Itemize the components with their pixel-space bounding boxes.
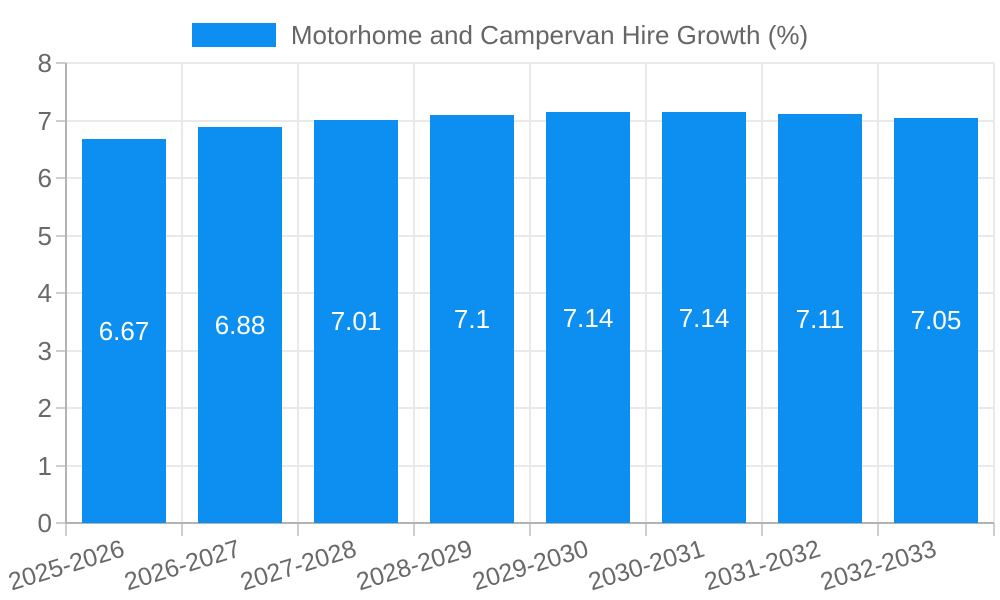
x-gridline: [993, 63, 995, 523]
bar-value-label: 6.88: [214, 310, 266, 341]
y-axis-line: [65, 63, 67, 524]
x-tick-mark: [65, 523, 67, 536]
bar-value-label: 7.14: [678, 302, 730, 333]
bar-value-label: 7.05: [910, 305, 962, 336]
y-tick-mark: [56, 292, 66, 294]
legend[interactable]: Motorhome and Campervan Hire Growth (%): [0, 21, 1000, 49]
x-tick-label: 2029-2030: [469, 534, 593, 597]
x-gridline: [413, 63, 415, 523]
y-tick-label: 6: [37, 163, 52, 193]
x-tick-label: 2025-2026: [5, 534, 129, 597]
bar[interactable]: 7.14: [662, 112, 746, 523]
y-tick-label: 0: [37, 508, 52, 538]
x-tick-mark: [993, 523, 995, 536]
x-tick-mark: [413, 523, 415, 536]
legend-swatch: [191, 23, 276, 47]
bar[interactable]: 7.1: [430, 114, 514, 523]
y-tick-label: 3: [37, 335, 52, 366]
x-tick-label: 2027-2028: [237, 534, 361, 597]
y-tick-label: 4: [37, 278, 52, 308]
x-tick-label: 2031-2032: [701, 534, 825, 597]
y-tick-label: 2: [37, 393, 52, 423]
bar-value-label: 7.11: [795, 303, 845, 334]
bar[interactable]: 7.14: [546, 112, 630, 523]
bar[interactable]: 7.05: [894, 117, 978, 523]
x-tick-mark: [297, 523, 299, 536]
x-gridline: [529, 63, 531, 523]
legend-label: Motorhome and Campervan Hire Growth (%): [290, 20, 809, 50]
bar-value-label: 7.14: [562, 302, 614, 333]
y-tick-mark: [56, 407, 66, 409]
x-tick-label: 2026-2027: [121, 534, 245, 597]
x-gridline: [761, 63, 763, 523]
x-gridline: [297, 63, 299, 523]
x-tick-mark: [529, 523, 531, 536]
y-tick-mark: [56, 234, 66, 237]
x-tick-label: 2028-2029: [353, 534, 477, 597]
y-tick-label: 7: [37, 105, 52, 136]
bar-value-label: 6.67: [98, 316, 150, 347]
x-tick-mark: [181, 523, 183, 536]
bar[interactable]: 6.67: [82, 139, 166, 523]
y-tick-mark: [56, 349, 66, 352]
y-tick-mark: [56, 62, 66, 64]
y-tick-mark: [56, 119, 66, 122]
x-tick-mark: [877, 523, 879, 536]
x-gridline: [645, 63, 647, 523]
y-tick-mark: [56, 464, 66, 467]
x-gridline: [181, 63, 183, 523]
bar-value-label: 7.1: [453, 303, 491, 334]
x-gridline: [877, 63, 879, 523]
y-tick-label: 5: [37, 220, 52, 251]
x-tick-label: 2032-2033: [817, 534, 941, 597]
x-tick-mark: [761, 523, 763, 536]
bar[interactable]: 7.11: [778, 114, 862, 523]
x-axis-line: [66, 522, 994, 524]
x-tick-mark: [645, 523, 647, 536]
bar[interactable]: 6.88: [198, 127, 282, 523]
y-tick-mark: [56, 522, 66, 524]
y-tick-label: 1: [37, 450, 52, 481]
bar[interactable]: 7.01: [314, 119, 398, 523]
x-tick-label: 2030-2031: [585, 534, 709, 597]
y-tick-label: 8: [37, 48, 52, 78]
y-tick-mark: [56, 177, 66, 179]
bar-value-label: 7.01: [330, 306, 382, 337]
